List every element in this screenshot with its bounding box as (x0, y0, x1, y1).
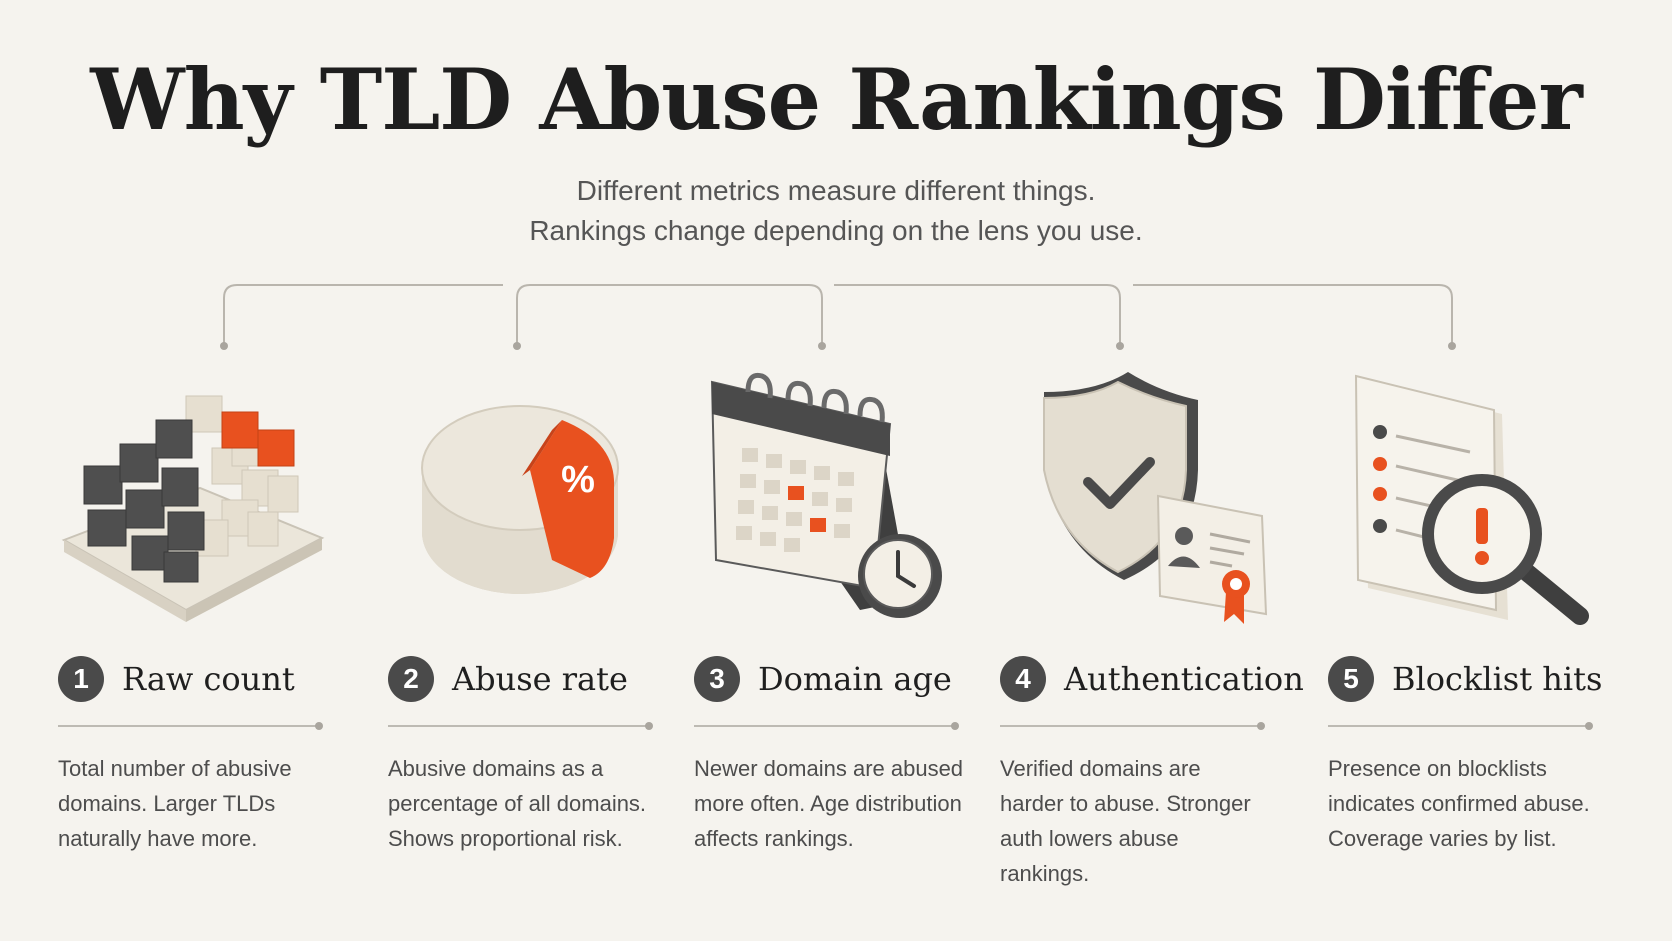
divider (694, 722, 959, 730)
divider (388, 722, 653, 730)
metric-raw-count: 1 Raw count Total number of abusive doma… (58, 655, 328, 856)
metric-description: Newer domains are abused more often. Age… (694, 756, 964, 851)
calendar-clock-icon (710, 372, 942, 618)
step-number-badge: 2 (388, 656, 434, 702)
step-number-badge: 4 (1000, 656, 1046, 702)
metric-abuse-rate: 2 Abuse rate Abusive domains as a percen… (388, 655, 658, 856)
step-number-badge: 5 (1328, 656, 1374, 702)
shield-check-icon (1043, 372, 1268, 624)
subtitle-line: Rankings change depending on the lens yo… (529, 215, 1143, 246)
page-title: Why TLD Abuse Rankings Differ (90, 50, 1583, 149)
metric-description: Presence on blocklists indicates confirm… (1328, 756, 1590, 851)
cube-grid-icon (61, 395, 325, 622)
divider (1328, 722, 1593, 730)
metric-label: Abuse rate (452, 660, 628, 698)
metric-domain-age: 3 Domain age Newer domains are abused mo… (694, 655, 964, 856)
subtitle: Different metrics measure different thin… (0, 171, 1672, 251)
percent-symbol: % (561, 459, 595, 501)
divider (1000, 722, 1265, 730)
metric-label: Domain age (758, 660, 952, 698)
metric-label: Blocklist hits (1392, 660, 1603, 698)
blocklist-magnifier-icon (1354, 374, 1589, 625)
metric-description: Total number of abusive domains. Larger … (58, 756, 292, 851)
metric-label: Authentication (1064, 660, 1304, 698)
subtitle-line: Different metrics measure different thin… (576, 175, 1096, 206)
metric-blocklist-hits: 5 Blocklist hits Presence on blocklists … (1328, 655, 1602, 856)
pie-percent-icon: % (421, 405, 619, 594)
metric-label: Raw count (122, 660, 295, 698)
connector-brackets (223, 284, 1453, 345)
metric-authentication: 4 Authentication Verified domains are ha… (1000, 655, 1304, 891)
divider (58, 722, 323, 730)
step-number-badge: 1 (58, 656, 104, 702)
metric-description: Abusive domains as a percentage of all d… (388, 756, 647, 851)
metric-description: Verified domains are harder to abuse. St… (1000, 756, 1251, 886)
step-number-badge: 3 (694, 656, 740, 702)
